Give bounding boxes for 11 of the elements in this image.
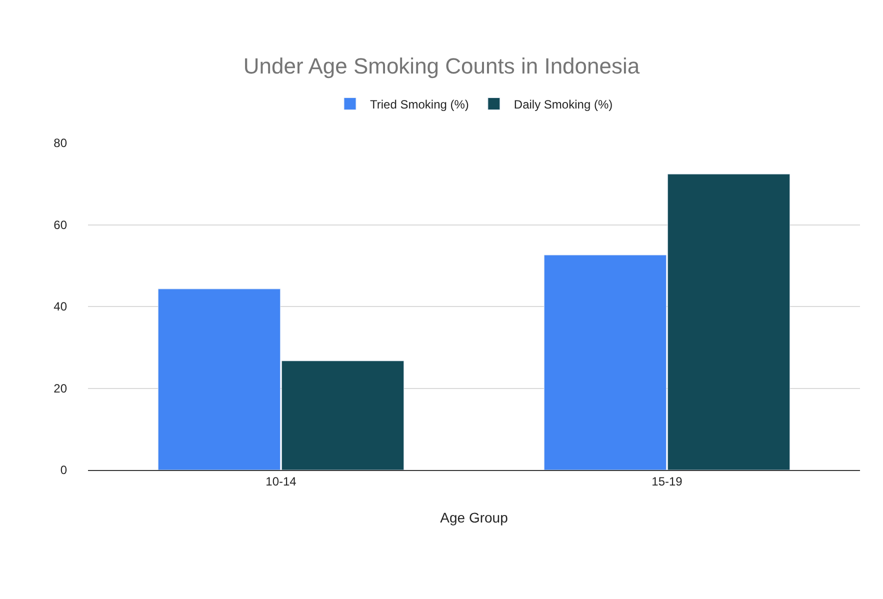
legend-label: Daily Smoking (%) bbox=[514, 97, 613, 112]
y-tick-label: 40 bbox=[54, 300, 68, 314]
x-tick-label: 10-14 bbox=[266, 474, 297, 488]
y-tick-label: 60 bbox=[54, 218, 68, 232]
x-axis-title: Age Group bbox=[440, 510, 508, 526]
chart-title: Under Age Smoking Counts in Indonesia bbox=[243, 54, 640, 79]
y-tick-label: 80 bbox=[54, 136, 68, 150]
y-tick-label: 0 bbox=[60, 463, 68, 478]
x-tick-label: 15-19 bbox=[652, 474, 683, 488]
y-tick-label: 20 bbox=[54, 381, 68, 396]
legend-label: Tried Smoking (%) bbox=[370, 97, 469, 112]
